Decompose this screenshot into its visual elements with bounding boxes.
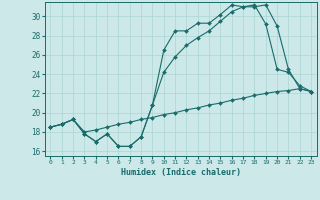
X-axis label: Humidex (Indice chaleur): Humidex (Indice chaleur) [121, 168, 241, 177]
